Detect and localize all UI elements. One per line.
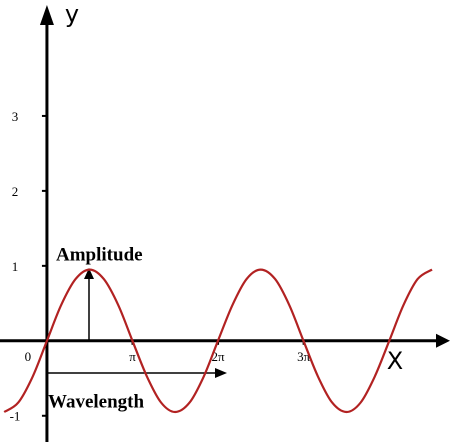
x-axis-label: X	[387, 347, 403, 375]
y-tick-label: 3	[12, 109, 19, 124]
y-tick-label: -1	[10, 409, 21, 424]
x-tick-label: π	[129, 349, 136, 364]
y-axis-label: y	[65, 0, 79, 28]
x-axis-arrow	[436, 333, 450, 348]
annotation-arrows	[47, 268, 227, 378]
y-axis-arrow	[39, 5, 54, 25]
wavelength-label: Wavelength	[48, 391, 144, 412]
sine-curve	[3, 268, 433, 414]
y-tick-label: 2	[12, 184, 19, 199]
arrow-head	[215, 368, 227, 378]
x-tick-label: 2π	[212, 349, 226, 364]
arrow-head	[84, 268, 94, 279]
amplitude-label: Amplitude	[56, 244, 143, 265]
y-tick-label: 1	[12, 259, 19, 274]
x-tick-label: 0	[25, 349, 32, 364]
